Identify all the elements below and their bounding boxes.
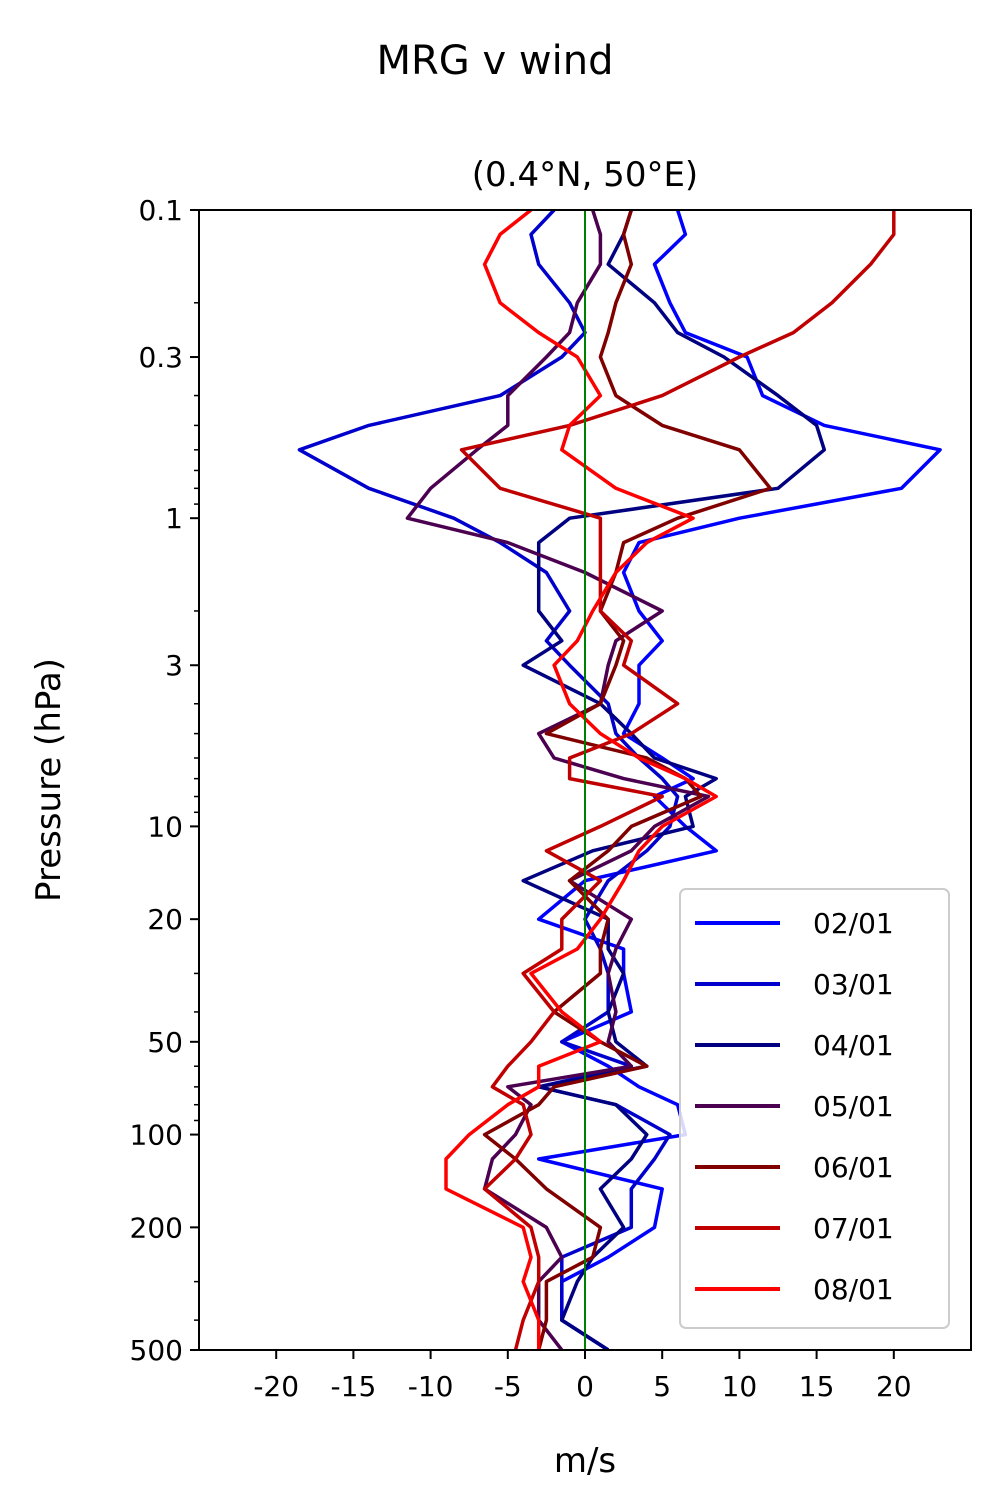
x-ticks: -20 -15 -10 -5 0 5 10 15 20 [253, 1350, 912, 1403]
y-ticks: 0.1 0.3 1 3 10 20 50 100 200 500 [130, 194, 199, 1367]
legend-label: 05/01 [813, 1090, 894, 1123]
y-tick-label: 200 [130, 1211, 183, 1244]
x-tick-label: 15 [799, 1370, 835, 1403]
legend-label: 08/01 [813, 1273, 894, 1306]
legend: 02/01 03/01 04/01 05/01 06/01 07/01 08/01 [679, 888, 950, 1329]
y-tick-label: 10 [147, 810, 183, 843]
legend-label: 02/01 [813, 907, 894, 940]
x-tick-label: 10 [722, 1370, 758, 1403]
y-tick-label: 0.1 [138, 194, 183, 227]
x-tick-label: 20 [876, 1370, 912, 1403]
chart-title: MRG v wind [377, 38, 614, 84]
x-tick-label: 5 [653, 1370, 671, 1403]
x-tick-label: -10 [408, 1370, 454, 1403]
legend-label: 03/01 [813, 968, 894, 1001]
y-tick-label: 1 [165, 502, 183, 535]
y-tick-label: 20 [147, 903, 183, 936]
y-tick-label: 50 [147, 1026, 183, 1059]
y-tick-label: 100 [130, 1119, 183, 1152]
y-tick-label: 500 [130, 1334, 183, 1367]
x-tick-label: 0 [576, 1370, 594, 1403]
legend-label: 04/01 [813, 1029, 894, 1062]
series-line-5 [482, 210, 773, 1350]
series-line-4 [405, 210, 711, 1350]
legend-label: 07/01 [813, 1212, 894, 1245]
x-axis-label: m/s [554, 1441, 616, 1481]
x-tick-label: -5 [494, 1370, 522, 1403]
y-tick-label: 3 [165, 649, 183, 682]
y-axis-label: Pressure (hPa) [29, 658, 69, 902]
legend-label: 06/01 [813, 1151, 894, 1184]
y-tick-label: 0.3 [138, 341, 183, 374]
plot-area: -20 -15 -10 -5 0 5 10 15 20 0.1 0.3 1 3 10 20 50 100 200… [130, 194, 972, 1403]
x-tick-label: -15 [331, 1370, 377, 1403]
legend-frame [679, 888, 950, 1329]
chart-subtitle: (0.4°N, 50°E) [472, 155, 698, 195]
series-line-6 [459, 210, 896, 1350]
x-tick-label: -20 [253, 1370, 299, 1403]
